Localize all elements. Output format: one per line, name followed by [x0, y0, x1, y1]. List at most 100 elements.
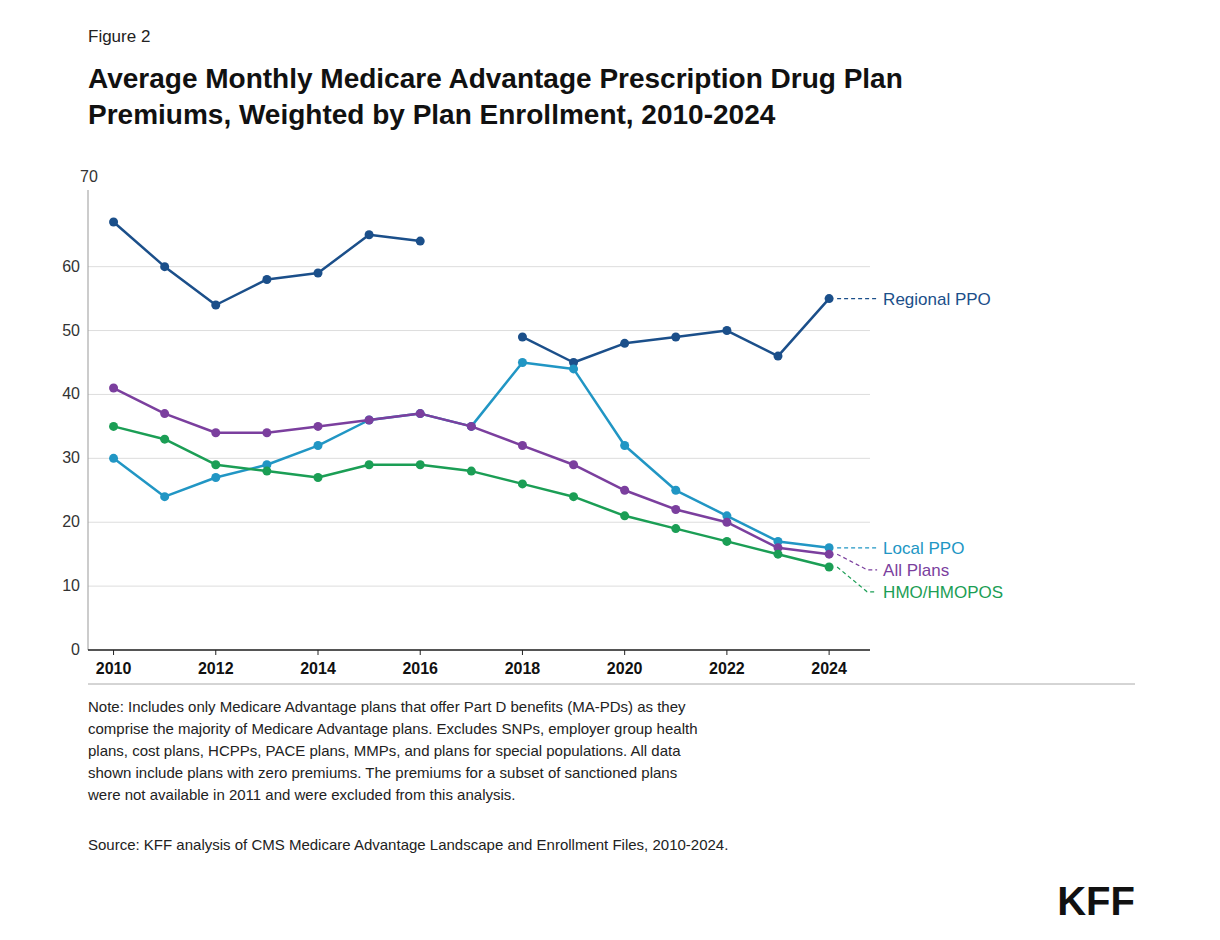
legend-connector — [837, 554, 877, 570]
point — [467, 422, 476, 431]
y-tick-label: 60 — [62, 258, 80, 275]
point — [467, 467, 476, 476]
point — [671, 486, 680, 495]
point — [671, 332, 680, 341]
x-axis-line — [88, 649, 870, 651]
x-tick — [829, 650, 830, 655]
grid — [88, 267, 870, 650]
point — [416, 460, 425, 469]
point — [160, 409, 169, 418]
point — [262, 467, 271, 476]
point — [160, 492, 169, 501]
x-tick — [113, 650, 114, 655]
x-tick-label: 2014 — [300, 660, 336, 677]
logo: KFF — [1057, 879, 1135, 923]
source: Source: KFF analysis of CMS Medicare Adv… — [88, 836, 728, 853]
figure-label: Figure 2 — [88, 27, 150, 46]
x-tick-label: 2018 — [505, 660, 541, 677]
line-segment — [114, 388, 830, 554]
plot-area — [109, 217, 834, 571]
point — [109, 384, 118, 393]
point — [774, 352, 783, 361]
point — [160, 435, 169, 444]
point — [722, 537, 731, 546]
legend-label: All Plans — [883, 561, 949, 580]
x-tick-label: 2010 — [96, 660, 132, 677]
point — [109, 217, 118, 226]
point — [109, 454, 118, 463]
point — [620, 511, 629, 520]
y-axis-label: 70 — [80, 168, 98, 185]
point — [774, 550, 783, 559]
point — [825, 562, 834, 571]
x-tick — [522, 650, 523, 655]
y-tick-label: 40 — [62, 385, 80, 402]
point — [262, 275, 271, 284]
y-tick-label: 20 — [62, 513, 80, 530]
legend: Regional PPO Local PPO All Plans HMO/HMOPOS — [837, 290, 1003, 602]
point — [518, 479, 527, 488]
grid-line — [88, 394, 870, 395]
y-tick-label: 30 — [62, 449, 80, 466]
point — [569, 364, 578, 373]
point — [211, 460, 220, 469]
grid-line — [88, 650, 870, 651]
point — [314, 422, 323, 431]
series-line — [109, 358, 834, 552]
y-tick-label: 50 — [62, 322, 80, 339]
y-tick-label: 10 — [62, 577, 80, 594]
point — [314, 441, 323, 450]
point — [314, 269, 323, 278]
point — [365, 230, 374, 239]
legend-label: Local PPO — [883, 539, 964, 558]
chart: Figure 2 Average Monthly Medicare Advanta… — [0, 0, 1220, 940]
point — [518, 332, 527, 341]
grid-line — [88, 522, 870, 523]
series-line — [109, 217, 834, 367]
point — [416, 409, 425, 418]
point — [160, 262, 169, 271]
legend-label: Regional PPO — [883, 290, 991, 309]
point — [569, 492, 578, 501]
line-segment — [114, 222, 421, 305]
x-tick-label: 2024 — [811, 660, 847, 677]
point — [314, 473, 323, 482]
point — [518, 441, 527, 450]
point — [620, 441, 629, 450]
point — [416, 409, 425, 418]
legend-connector — [837, 567, 877, 592]
y-tick-label: 0 — [71, 641, 80, 658]
x-tick — [318, 650, 319, 655]
x-tick-label: 2020 — [607, 660, 643, 677]
point — [109, 422, 118, 431]
point — [211, 473, 220, 482]
title: Average Monthly Medicare Advantage Presc… — [88, 63, 903, 130]
point — [416, 237, 425, 246]
separator — [88, 684, 1135, 685]
point — [365, 460, 374, 469]
grid-line — [88, 266, 870, 267]
grid-line — [88, 586, 870, 587]
legend-label: HMO/HMOPOS — [883, 583, 1003, 602]
point — [620, 339, 629, 348]
point — [211, 428, 220, 437]
x-tick — [420, 650, 421, 655]
point — [569, 460, 578, 469]
point — [620, 486, 629, 495]
point — [365, 416, 374, 425]
point — [825, 294, 834, 303]
x-tick — [215, 650, 216, 655]
x-tick — [726, 650, 727, 655]
series-line — [109, 422, 834, 572]
y-axis-line — [88, 190, 89, 650]
legend-connector — [837, 298, 877, 299]
point — [262, 428, 271, 437]
point — [671, 524, 680, 533]
x-tick-label: 2016 — [402, 660, 438, 677]
point — [365, 416, 374, 425]
x-tick-label: 2012 — [198, 660, 234, 677]
note: Note: Includes only Medicare Advantage p… — [87, 698, 697, 803]
series-line — [109, 384, 834, 559]
point — [722, 326, 731, 335]
point — [671, 505, 680, 514]
